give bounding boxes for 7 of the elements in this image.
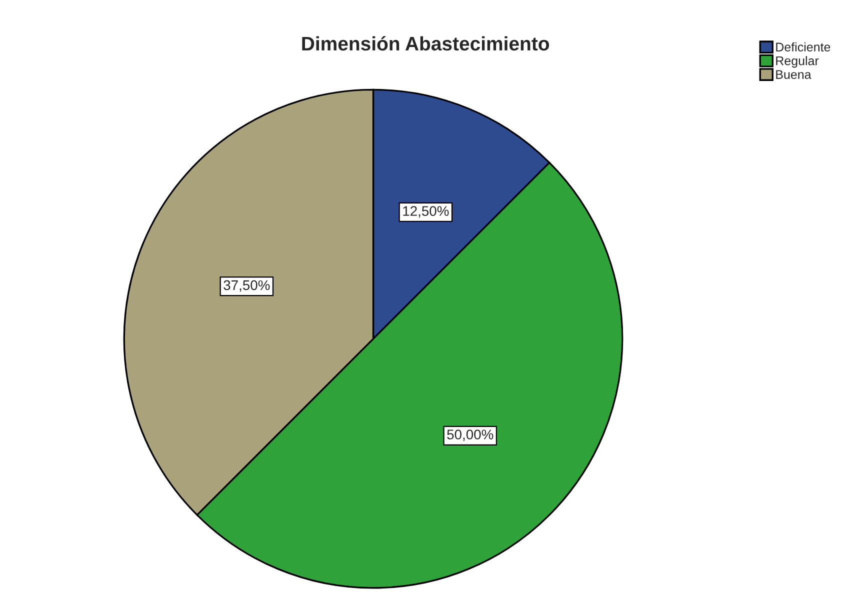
data-label: 50,00% <box>447 430 494 442</box>
legend-label: Deficiente <box>776 42 830 52</box>
data-label: 37,50% <box>224 280 270 292</box>
legend-label: Regular <box>776 56 819 68</box>
legend-label: Buena <box>776 70 812 79</box>
data-label: 12,50% <box>403 206 449 218</box>
chart-title: Dimensión Abastecimiento <box>302 36 549 51</box>
